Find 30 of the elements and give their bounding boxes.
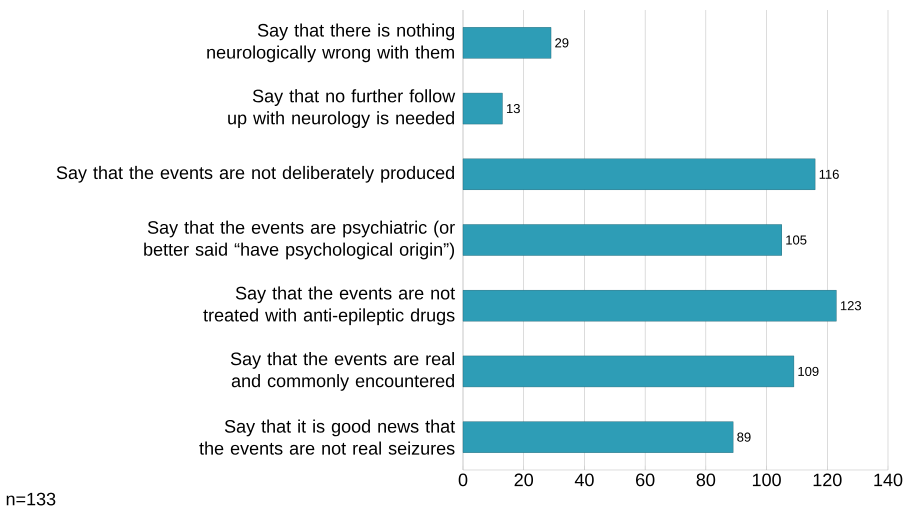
data-label: 109 (798, 366, 818, 376)
x-tick-label: 40 (574, 474, 594, 486)
x-tick-label: 120 (814, 474, 842, 486)
y-tick-label: Say that it is good news that the events are not real seizures (199, 420, 456, 455)
x-tick-label: 100 (752, 474, 781, 486)
y-tick-label: Say that there is nothing neurologically wrong with them (207, 23, 454, 62)
bar (462, 421, 734, 453)
data-label: 123 (840, 301, 862, 310)
x-tick-label: 60 (636, 474, 654, 486)
x-tick-label: 20 (514, 474, 534, 486)
y-tick-label: Say that no further follow up with neurology is needed (228, 89, 456, 128)
data-label: 29 (555, 38, 568, 48)
x-tick-label: 140 (874, 474, 902, 486)
bar (462, 224, 782, 256)
bar (462, 290, 837, 322)
x-tick-label: 0 (458, 474, 468, 486)
text: n=133 (6, 492, 56, 506)
data-label: 13 (506, 104, 520, 114)
data-label: 105 (786, 235, 806, 245)
y-tick-label: Say that the events are psychiatric (or better said “have psychological origin”) (144, 220, 455, 260)
y-tick-label: Say that the events are not treated with anti-epileptic drugs (203, 286, 456, 326)
bar (462, 92, 503, 124)
y-tick-label: Say that the events are real and commonly encountered (230, 352, 454, 391)
y-tick-label: Say that the events are not deliberately produced (56, 166, 454, 183)
x-tick-label: 80 (696, 474, 716, 486)
bar (462, 27, 552, 59)
bar (462, 356, 794, 388)
data-label: 89 (737, 432, 751, 442)
bar (462, 158, 816, 190)
data-label: 116 (820, 170, 839, 179)
